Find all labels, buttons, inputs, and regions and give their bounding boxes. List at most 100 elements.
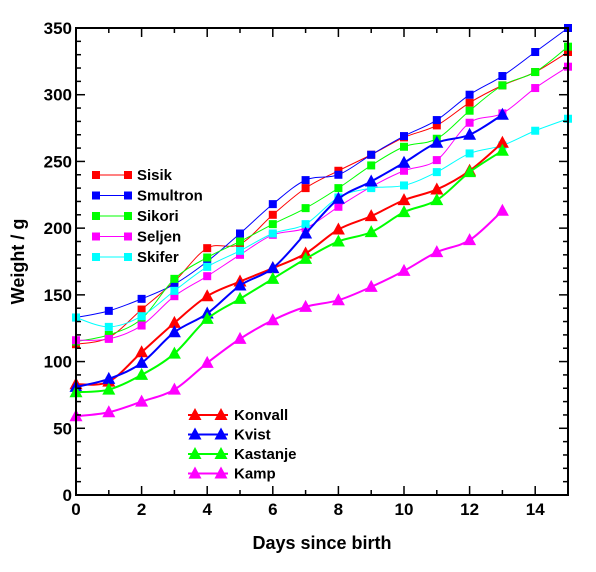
- y-tick-label: 250: [44, 152, 72, 171]
- legend-label-sisik: Sisik: [137, 167, 173, 184]
- data-point-seljen: [203, 272, 212, 281]
- data-point-kamp: [167, 382, 181, 395]
- data-point-smultron: [531, 48, 540, 57]
- legend-entry-sikori: Sikori: [92, 208, 179, 225]
- data-point-skifer: [236, 246, 244, 255]
- data-point-smultron: [465, 90, 474, 99]
- legend-marker-kvist: [214, 427, 228, 440]
- legend-marker-smultron: [92, 191, 100, 200]
- data-point-smultron: [170, 280, 179, 289]
- y-tick-label: 200: [44, 219, 72, 238]
- data-point-skifer: [170, 286, 179, 295]
- data-point-kastanje: [299, 251, 313, 264]
- data-point-seljen: [170, 292, 179, 301]
- data-point-kastanje: [233, 291, 247, 304]
- data-point-konvall: [135, 345, 149, 358]
- legend-entry-sisik: Sisik: [92, 167, 173, 184]
- data-point-smultron: [268, 200, 277, 209]
- legend-marker-sikori: [124, 212, 132, 220]
- series-line-seljen: [75, 66, 569, 341]
- y-tick-label: 350: [44, 19, 72, 38]
- data-point-sisik: [465, 98, 474, 107]
- data-point-kvist: [463, 127, 477, 140]
- data-point-seljen: [334, 202, 343, 211]
- data-point-sisik: [334, 166, 343, 175]
- data-point-kamp: [233, 331, 247, 344]
- data-point-sikori: [498, 81, 507, 90]
- data-point-kastanje: [463, 165, 477, 178]
- series-kamp: [69, 203, 509, 422]
- legend-marker-kastanje: [214, 447, 228, 459]
- data-point-konvall: [364, 209, 378, 222]
- data-point-kvist: [135, 355, 149, 368]
- data-point-smultron: [400, 132, 408, 141]
- data-point-skifer: [400, 181, 408, 190]
- legend-marker-kamp: [214, 466, 228, 479]
- data-point-sikori: [465, 106, 474, 115]
- data-point-sikori: [531, 68, 540, 77]
- data-point-kamp: [331, 293, 345, 306]
- series-konvall: [69, 135, 509, 390]
- data-point-kvist: [430, 135, 444, 148]
- data-point-skifer: [367, 184, 376, 193]
- series-kastanje: [69, 143, 509, 398]
- data-point-konvall: [200, 289, 214, 302]
- data-point-seljen: [432, 156, 441, 165]
- legend-entry-kastanje: Kastanje: [188, 446, 297, 463]
- data-point-kamp: [463, 233, 477, 246]
- legend-entry-seljen: Seljen: [92, 229, 181, 246]
- legend-label-kastanje: Kastanje: [234, 446, 297, 463]
- data-point-skifer: [301, 220, 310, 229]
- data-point-kastanje: [102, 382, 116, 395]
- series-line-smultron: [75, 27, 569, 319]
- y-tick-label: 100: [44, 353, 72, 372]
- data-point-kvist: [495, 107, 509, 120]
- data-point-konvall: [167, 315, 181, 328]
- axis-ticks: 0 2 4 6 8 10 12 14 0 50 100 150 200 250 300 350: [44, 19, 569, 519]
- x-tick-label: 6: [268, 500, 277, 519]
- data-point-sikori: [170, 274, 179, 283]
- data-point-sikori: [104, 330, 113, 339]
- series-line-skifer: [75, 118, 569, 328]
- data-point-smultron: [104, 306, 113, 315]
- data-point-skifer: [268, 229, 277, 238]
- legend-marker-seljen: [92, 232, 100, 241]
- legend-label-kvist: Kvist: [234, 427, 271, 444]
- legend-marker-skifer: [92, 253, 100, 261]
- x-axis-label: Days since birth: [252, 533, 391, 553]
- data-point-skifer: [531, 126, 540, 135]
- data-point-skifer: [137, 312, 146, 321]
- data-point-smultron: [203, 257, 212, 266]
- data-point-kamp: [200, 355, 214, 368]
- x-tick-label: 0: [71, 500, 80, 519]
- legend-entry-smultron: Smultron: [92, 188, 203, 205]
- data-point-sikori: [236, 237, 244, 246]
- data-point-seljen: [400, 166, 408, 175]
- legend-label-seljen: Seljen: [137, 229, 181, 246]
- legend-label-skifer: Skifer: [137, 249, 179, 266]
- y-tick-label: 50: [53, 419, 72, 438]
- legend-marker-kamp: [188, 466, 202, 479]
- data-point-kvist: [102, 371, 116, 384]
- data-point-skifer: [203, 262, 212, 271]
- data-point-sisik: [268, 210, 277, 219]
- data-point-konvall: [397, 193, 411, 206]
- legend-label-sikori: Sikori: [137, 208, 179, 225]
- data-point-sisik: [137, 305, 146, 314]
- data-point-konvall: [430, 182, 444, 195]
- legend-entry-konvall: Konvall: [188, 407, 288, 424]
- legends: Sisik Smultron Sikori Seljen Skifer Konvall Kv…: [92, 167, 297, 483]
- data-point-sikori: [367, 161, 376, 170]
- y-tick-label: 150: [44, 286, 72, 305]
- legend-marker-kvist: [188, 427, 202, 440]
- data-point-kastanje: [266, 271, 280, 284]
- series-line-sikori: [75, 46, 569, 343]
- y-axis-label: Weight / g: [8, 219, 28, 305]
- data-point-kastanje: [135, 367, 149, 380]
- legend-marker-konvall: [188, 408, 202, 420]
- x-tick-label: 4: [202, 500, 212, 519]
- series-line-sisik: [75, 51, 569, 345]
- data-point-sisik: [203, 244, 212, 253]
- legend-marker-kastanje: [188, 447, 202, 459]
